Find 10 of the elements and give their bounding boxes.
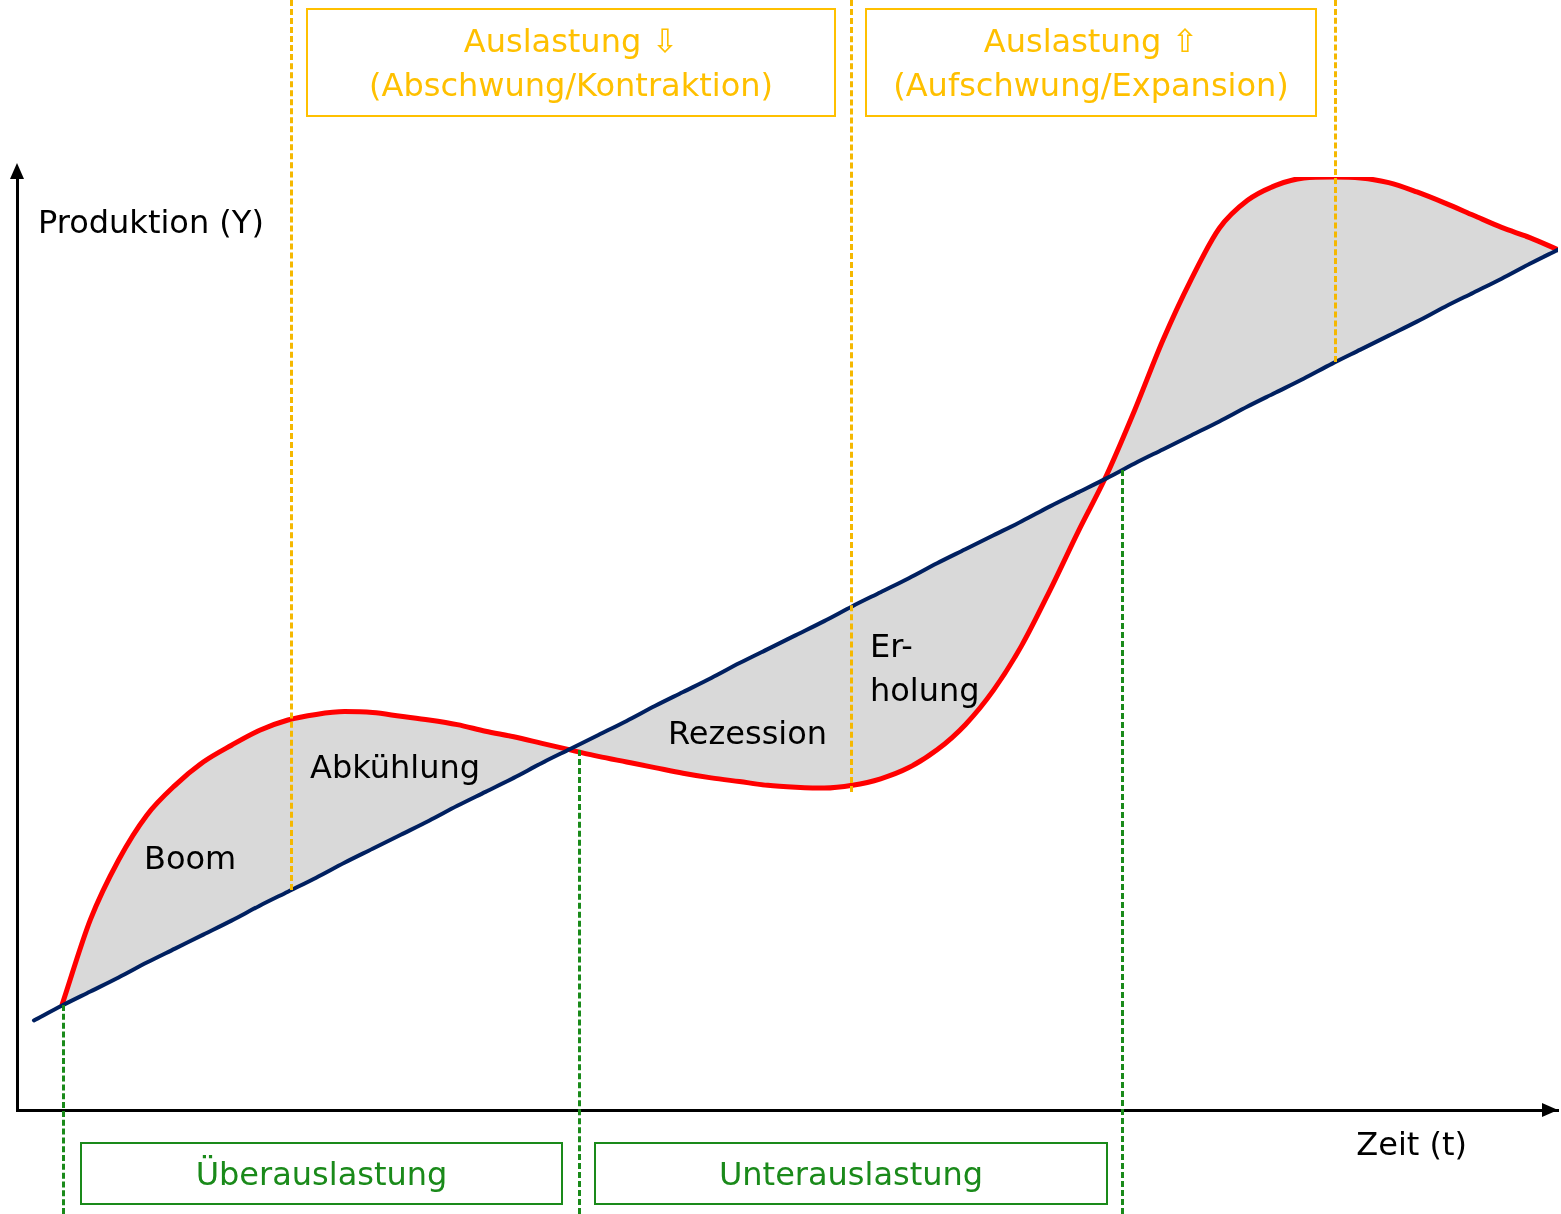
text: Auslastung ⇧ (Aufschwung/Expansion) [865,8,1317,117]
y-axis-title: Produktion (Y) [38,202,264,243]
annotation: Abkühlung [310,747,481,788]
annotation: Boom [144,838,237,879]
text: Überauslastung [80,1142,563,1205]
annotation: Rezession [668,713,828,754]
x-axis-title: Zeit (t) [1356,1124,1467,1165]
text: Auslastung ⇩ (Abschwung/Kontraktion) [306,8,836,117]
text: Unterauslastung [594,1142,1108,1205]
annotation: Er- holung [870,626,980,711]
